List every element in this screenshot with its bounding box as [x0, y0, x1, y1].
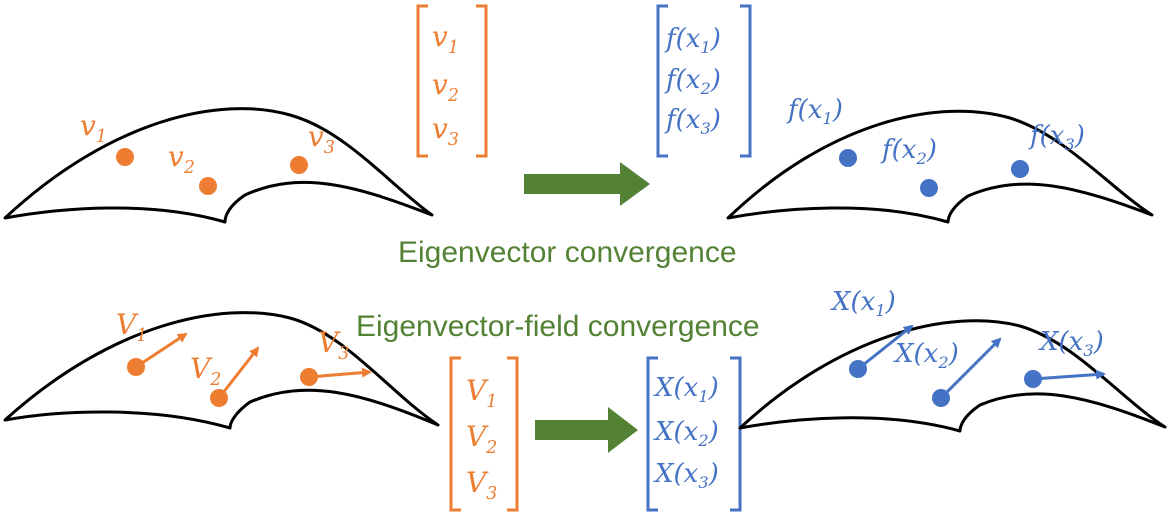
field-arrow-V2: [217, 346, 260, 399]
surface-bottom-left: [3, 311, 440, 430]
label-v2-surface: v2: [168, 140, 195, 178]
vector-f-top: f(x1) f(x2) f(x3): [656, 4, 752, 158]
field-arrow-V1: [135, 332, 188, 369]
field-arrow-Xx1: [857, 324, 914, 371]
label-V1-surface: V1: [116, 308, 147, 346]
arrow-top-green: [524, 162, 650, 206]
label-V2-surface: V2: [190, 352, 221, 390]
field-arrow-V3: [308, 367, 372, 379]
vector-entry-fx2: f(x2): [664, 65, 721, 98]
vector-entry-v2: v2: [432, 68, 459, 106]
vector-entry-v3: v3: [432, 112, 459, 150]
label-V3-surface: V3: [318, 326, 349, 364]
vector-entry-Xx1: X(x1): [653, 373, 719, 406]
vector-entry-V2: V2: [466, 420, 497, 458]
surface-top-left: [3, 107, 434, 224]
vector-entry-V1: V1: [466, 374, 497, 412]
field-arrow-Xx2: [939, 337, 1002, 400]
label-Xx3-surface: X(x3): [1038, 327, 1104, 360]
surface-top-right: [726, 109, 1154, 224]
label-fx2-surface: f(x2): [880, 135, 937, 168]
label-v3-surface: v3: [308, 120, 335, 158]
point-v2-top: [199, 177, 217, 195]
caption-eigenvector-convergence: Eigenvector convergence: [398, 236, 737, 269]
vector-X-bottom: X(x1) X(x2) X(x3): [646, 356, 742, 512]
vector-v-top: v1 v2 v3: [416, 4, 488, 158]
arrow-bottom-green: [535, 407, 638, 453]
vector-V-bottom: V1 V2 V3: [449, 356, 519, 512]
label-fx3-surface: f(x3): [1028, 121, 1085, 154]
vector-entry-fx3: f(x3): [664, 105, 721, 138]
point-fx3-top: [1011, 160, 1029, 178]
field-arrow-Xx3: [1032, 369, 1106, 381]
point-v3-top: [290, 156, 308, 174]
vector-entry-fx1: f(x1): [664, 24, 721, 57]
label-fx1-surface: f(x1): [786, 95, 843, 128]
vector-entry-Xx3: X(x3): [653, 459, 719, 492]
label-Xx1-surface: X(x1): [830, 287, 896, 320]
label-v1-surface: v1: [80, 109, 107, 147]
point-v1-top: [116, 148, 134, 166]
point-fx2-top: [920, 179, 938, 197]
label-Xx2-surface: X(x2): [893, 339, 959, 372]
vector-entry-Xx2: X(x2): [653, 417, 719, 450]
point-fx1-top: [839, 149, 857, 167]
vector-entry-v1: v1: [432, 20, 459, 58]
caption-eigenvector-field-convergence: Eigenvector-field convergence: [356, 310, 760, 343]
surface-bottom-right: [738, 319, 1167, 433]
vector-entry-V3: V3: [466, 466, 497, 504]
